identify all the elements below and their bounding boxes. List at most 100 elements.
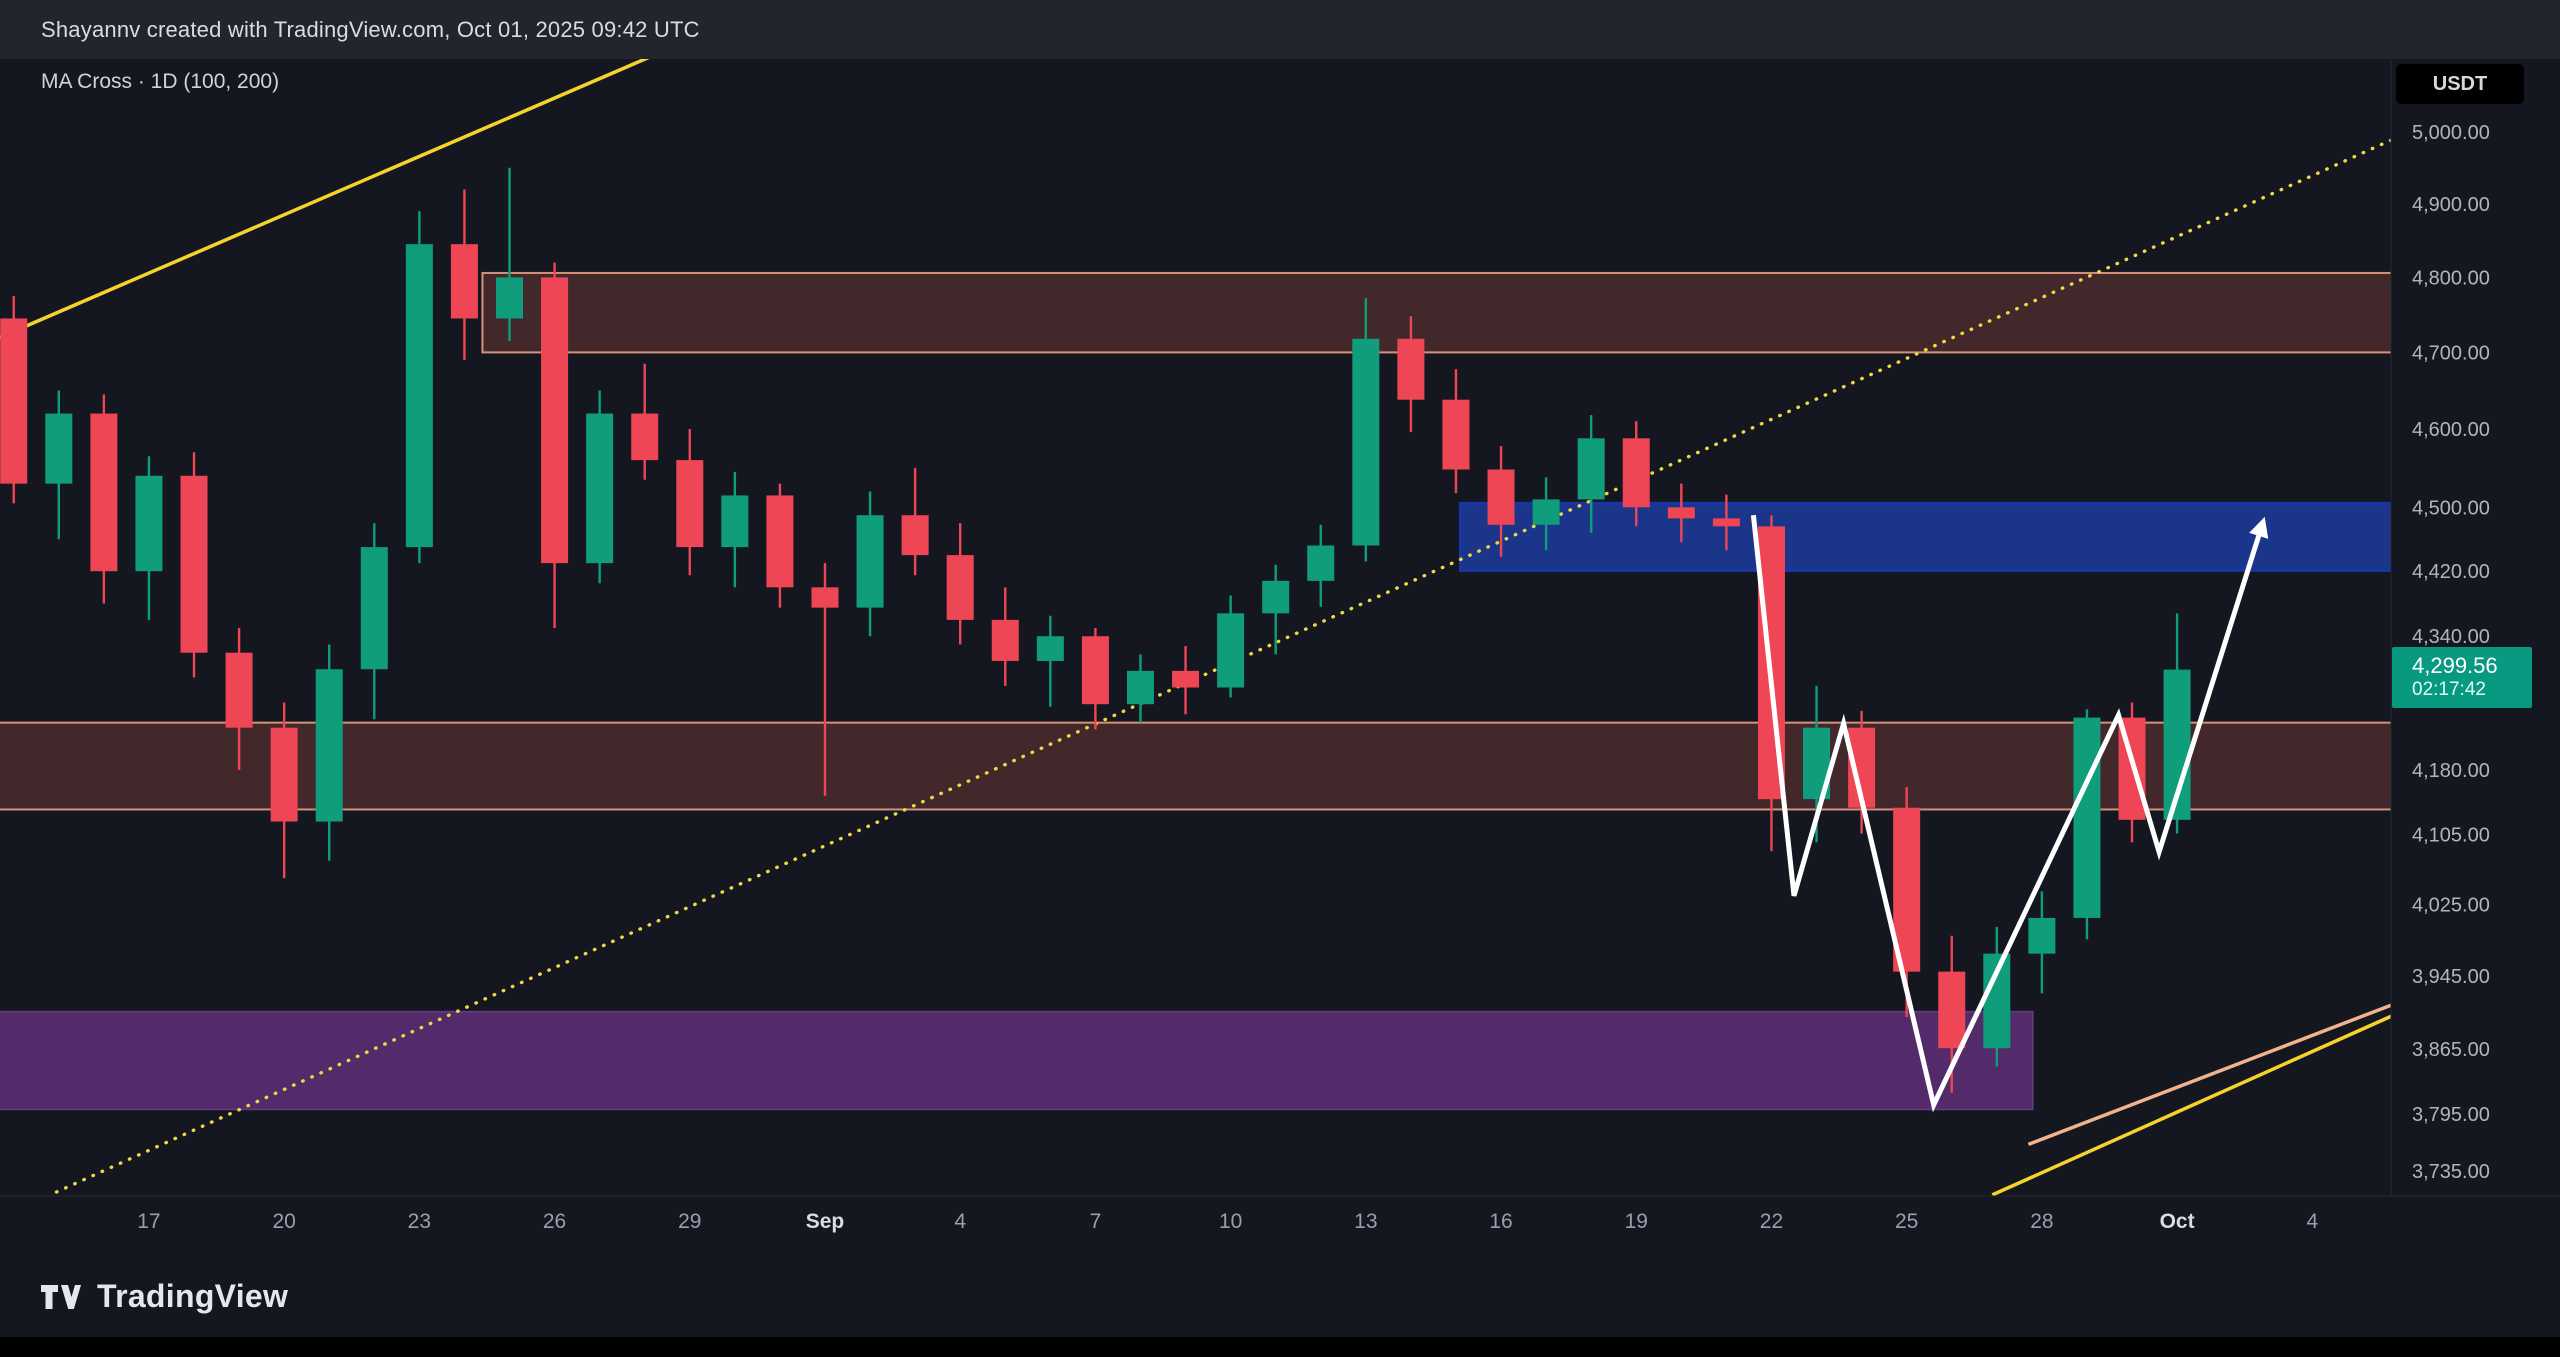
candle (766, 483, 794, 608)
zones-layer[interactable] (0, 271, 2393, 1111)
time-tick-label: 20 (272, 1210, 295, 1233)
candle (360, 523, 388, 720)
demand-zone-purple[interactable] (0, 1010, 2034, 1111)
time-axis[interactable]: 17 20 23 26 29 Sep 4 7 10 13 16 19 22 25 28 Oct 4 (137, 1210, 2318, 1233)
candle (1307, 524, 1335, 607)
candle (991, 587, 1019, 686)
candle (225, 628, 253, 771)
candle (586, 390, 614, 584)
candle (180, 452, 208, 678)
candle (856, 491, 884, 637)
candle (1217, 595, 1245, 698)
time-tick-label: 10 (1219, 1210, 1242, 1233)
candle (946, 523, 974, 645)
price-tick-label: 3,865.00 (2412, 1039, 2490, 1061)
candle (811, 563, 839, 796)
tradingview-logo-text[interactable]: TradingView (97, 1278, 289, 1314)
projection-arrow[interactable] (1750, 514, 2269, 1113)
axes-layer: 5,000.00 4,900.00 4,800.00 4,700.00 4,600.00… (0, 59, 2560, 1233)
price-tick-label: 3,735.00 (2412, 1161, 2490, 1183)
candle (1442, 369, 1470, 494)
candle (541, 262, 569, 629)
candle (0, 296, 28, 504)
candle (1397, 316, 1425, 433)
header-bar: Shayannv created with TradingView.com, O… (0, 0, 2560, 59)
attribution-text: Shayannv created with TradingView.com, O… (41, 16, 700, 42)
candle (2073, 709, 2101, 940)
time-tick-label: 13 (1354, 1210, 1377, 1233)
candle (676, 429, 704, 576)
time-tick-label: 25 (1895, 1210, 1918, 1233)
currency-badge[interactable]: USDT (2396, 64, 2524, 104)
price-tick-label: 4,500.00 (2412, 497, 2490, 519)
candle (405, 211, 433, 564)
candle (1352, 298, 1380, 562)
candle (721, 471, 749, 588)
candle (1081, 628, 1109, 730)
candle (90, 394, 118, 604)
price-tick-label: 4,600.00 (2412, 419, 2490, 441)
price-tick-label: 4,340.00 (2412, 626, 2490, 648)
price-axis[interactable]: 5,000.00 4,900.00 4,800.00 4,700.00 4,600.00… (2412, 122, 2490, 1183)
resistance-zone[interactable] (481, 271, 2393, 354)
price-tick-label: 4,420.00 (2412, 561, 2490, 583)
time-tick-label: 23 (408, 1210, 431, 1233)
candle (496, 167, 523, 342)
time-tick-label: 4 (954, 1210, 966, 1233)
trendline-lower-yellow[interactable] (1991, 1014, 2393, 1196)
projection-layer[interactable] (1750, 514, 2269, 1113)
candle (1622, 421, 1650, 527)
price-tick-label: 4,105.00 (2412, 825, 2490, 847)
time-tick-label: 7 (1090, 1210, 1102, 1233)
logo-bar: TradingView (40, 1278, 288, 1315)
candle (1667, 483, 1695, 543)
price-tick-label: 5,000.00 (2412, 122, 2490, 144)
ma-line-salmon[interactable] (2027, 1003, 2393, 1147)
candle (1487, 446, 1515, 557)
trendline-upper-yellow[interactable] (0, 48, 672, 342)
time-tick-label: 28 (2030, 1210, 2053, 1233)
bar-countdown: 02:17:42 (2412, 679, 2486, 700)
candle (631, 363, 659, 480)
time-tick-label: 16 (1489, 1210, 1512, 1233)
price-tick-label: 3,795.00 (2412, 1104, 2490, 1126)
time-tick-label: 29 (678, 1210, 701, 1233)
candle (1848, 710, 1876, 834)
bottom-strip (0, 1337, 2560, 1357)
candle (315, 644, 343, 861)
candle (1262, 564, 1290, 655)
currency-badge-label: USDT (2432, 72, 2488, 95)
time-tick-label: 19 (1625, 1210, 1648, 1233)
time-tick-label: Oct (2160, 1210, 2195, 1233)
price-tick-label: 4,700.00 (2412, 342, 2490, 364)
candle (1577, 415, 1605, 533)
price-tick-label: 3,945.00 (2412, 966, 2490, 988)
time-tick-label: Sep (806, 1210, 845, 1233)
current-price-tag: 4,299.56 02:17:42 (2392, 647, 2532, 708)
indicator-legend-label: MA Cross · 1D (100, 200) (41, 70, 280, 93)
tradingview-logo-icon[interactable] (40, 1284, 82, 1310)
time-tick-label: 22 (1760, 1210, 1783, 1233)
candle (135, 456, 163, 620)
price-tick-label: 4,180.00 (2412, 760, 2490, 782)
candle (270, 702, 298, 879)
candle (1036, 615, 1064, 707)
indicator-legend[interactable]: MA Cross · 1D (100, 200) (41, 70, 279, 94)
candle (2028, 891, 2056, 994)
price-tick-label: 4,025.00 (2412, 895, 2490, 917)
candle (450, 189, 478, 360)
supply-box-blue[interactable] (1458, 501, 2393, 572)
candle (45, 390, 73, 540)
time-tick-label: 26 (543, 1210, 566, 1233)
price-tick-label: 4,800.00 (2412, 267, 2490, 289)
current-price-value: 4,299.56 (2412, 653, 2498, 678)
candle (1532, 477, 1560, 551)
time-tick-label: 4 (2306, 1210, 2318, 1233)
candle (1712, 494, 1740, 551)
candle (901, 467, 929, 576)
candle (1172, 646, 1200, 715)
support-zone[interactable] (0, 721, 2393, 811)
candles-layer (0, 167, 2191, 1093)
candle (1126, 654, 1154, 723)
